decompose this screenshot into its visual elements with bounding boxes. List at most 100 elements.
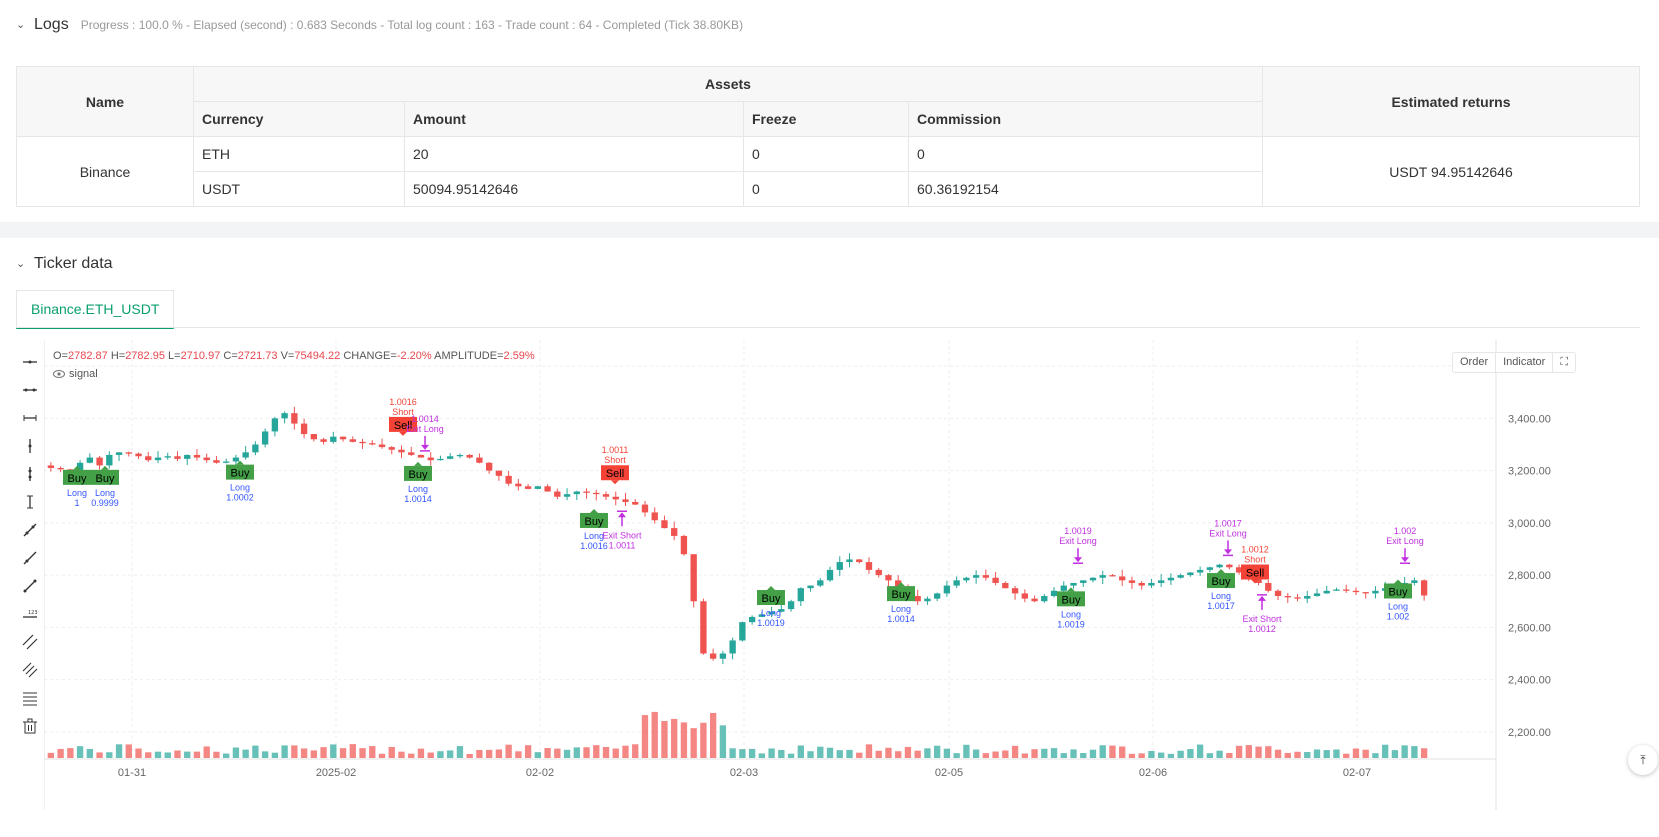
- horizontal-line-icon[interactable]: [18, 348, 42, 376]
- svg-text:123: 123: [28, 610, 38, 616]
- volume-bar: [398, 751, 405, 758]
- price-chart[interactable]: 3,600.003,400.003,200.003,000.002,800.00…: [43, 320, 1584, 832]
- horizontal-levels-icon[interactable]: [18, 684, 42, 712]
- candle-body: [378, 444, 386, 448]
- exit-long-arrowhead: [421, 444, 429, 450]
- volume-bar: [1128, 753, 1136, 758]
- volume-bar: [1304, 751, 1311, 758]
- volume-bar: [534, 752, 542, 758]
- segment-line-icon[interactable]: [18, 572, 42, 600]
- volume-bar: [1420, 748, 1428, 758]
- candle-body: [1420, 580, 1428, 596]
- volume-bar: [174, 750, 181, 758]
- candle-body: [933, 593, 941, 599]
- volume-bar: [885, 747, 892, 758]
- candle-body: [992, 577, 999, 583]
- volume-bar: [1294, 751, 1301, 758]
- candle-body: [554, 491, 561, 497]
- eye-icon[interactable]: [53, 369, 65, 379]
- volume-bar: [47, 752, 55, 758]
- sell-marker-sub: Short: [1244, 555, 1266, 565]
- signal-legend[interactable]: signal: [53, 368, 98, 380]
- volume-bar: [1138, 753, 1145, 758]
- candle-body: [924, 598, 931, 602]
- volume-bar: [1206, 753, 1214, 758]
- candle-body: [505, 475, 512, 484]
- candle-body: [943, 585, 951, 594]
- sell-marker-label: Sell: [606, 468, 624, 480]
- buy-marker-sub: Long: [1388, 601, 1408, 611]
- buy-marker-value: 1.0002: [226, 493, 254, 503]
- buy-marker-label: Buy: [585, 516, 604, 528]
- volume-bar: [1060, 753, 1067, 758]
- candle-body: [310, 434, 317, 440]
- vertical-line-icon[interactable]: [18, 432, 42, 460]
- parallel-channel-icon[interactable]: [18, 628, 42, 656]
- candle-body: [1255, 577, 1262, 583]
- v-label: V=: [280, 350, 295, 362]
- volume-bar: [787, 753, 795, 758]
- candle-body: [1294, 597, 1301, 599]
- candle-body: [1362, 592, 1369, 594]
- amplitude-value: 2.59%: [503, 350, 535, 362]
- vertical-ray-icon[interactable]: [18, 460, 42, 488]
- volume-bar: [1109, 745, 1116, 758]
- volume-bar: [261, 751, 269, 758]
- col-freeze: Freeze: [743, 101, 909, 137]
- candle-body: [729, 640, 736, 654]
- buy-marker-arrow: [897, 582, 905, 587]
- volume-bar: [135, 748, 142, 758]
- price-line-icon[interactable]: 123: [18, 600, 42, 628]
- candle-body: [661, 520, 668, 529]
- volume-bar: [1382, 744, 1389, 758]
- cell: 60.36192154: [908, 171, 1263, 207]
- vertical-segment-icon[interactable]: [18, 488, 42, 516]
- candle-body: [135, 453, 142, 457]
- exit-long-label: Exit Long: [1386, 536, 1424, 546]
- fullscreen-icon[interactable]: ⛶: [1560, 356, 1569, 368]
- candle-body: [1011, 588, 1019, 594]
- order-button[interactable]: Order: [1453, 353, 1497, 372]
- sell-marker-value: 1.0011: [602, 445, 629, 455]
- volume-bar: [232, 747, 240, 758]
- candle-body: [602, 494, 610, 497]
- tab-eth-usdt[interactable]: Binance.ETH_USDT: [16, 290, 175, 329]
- candle-body: [856, 559, 863, 563]
- chevron-down-icon[interactable]: ⌄: [16, 19, 26, 31]
- candle-body: [1265, 582, 1272, 591]
- candle-body: [232, 457, 240, 462]
- logs-header[interactable]: ⌄ Logs Progress : 100.0 % - Elapsed (sec…: [16, 16, 743, 34]
- exit-long-arrowhead: [1074, 557, 1082, 563]
- volume-bar: [330, 744, 337, 758]
- candle-body: [739, 622, 746, 641]
- trash-icon[interactable]: [18, 712, 42, 740]
- candle-body: [1226, 564, 1233, 568]
- candle-body: [330, 436, 337, 442]
- ray-line-icon[interactable]: [18, 544, 42, 572]
- volume-bar: [700, 722, 707, 758]
- volume-bar: [904, 746, 912, 758]
- candle-body: [1041, 596, 1048, 602]
- horizontal-ray-icon[interactable]: [18, 376, 42, 404]
- chevron-down-icon[interactable]: ⌄: [16, 258, 26, 270]
- volume-bar: [427, 752, 434, 758]
- volume-bar: [1011, 745, 1019, 758]
- x-tick-label: 02-03: [730, 767, 758, 779]
- indicator-button[interactable]: Indicator: [1496, 353, 1554, 372]
- volume-bar: [778, 749, 785, 758]
- chart-svg[interactable]: 3,600.003,400.003,200.003,000.002,800.00…: [43, 320, 1584, 832]
- ticker-header[interactable]: ⌄ Ticker data: [16, 255, 113, 273]
- sell-marker-arrow: [611, 480, 619, 485]
- fibonacci-icon[interactable]: [18, 656, 42, 684]
- volume-bar: [719, 725, 727, 758]
- candle-body: [437, 458, 444, 461]
- buy-marker-sub: Long: [584, 531, 604, 541]
- trend-line-icon[interactable]: [18, 516, 42, 544]
- candle-body: [456, 454, 464, 457]
- volume-bar: [836, 750, 843, 758]
- candle-body: [213, 460, 220, 463]
- candle-body: [1089, 577, 1097, 581]
- horizontal-segment-icon[interactable]: [18, 404, 42, 432]
- candle-body: [622, 499, 629, 502]
- scroll-top-icon[interactable]: ⤒: [1628, 745, 1658, 775]
